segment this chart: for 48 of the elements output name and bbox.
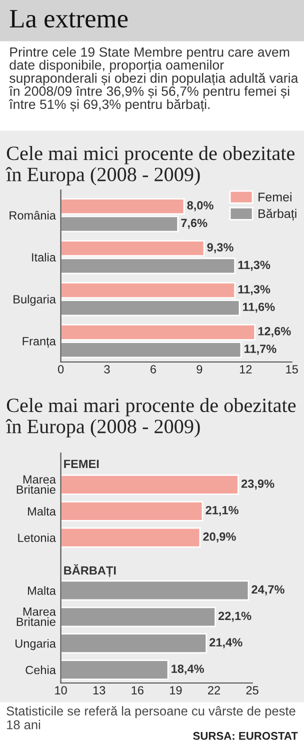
x-tick-label: 3 — [104, 365, 110, 374]
y-tick-label: Malta — [28, 506, 56, 516]
data-label: 20,9% — [203, 532, 236, 542]
data-label: 24,7% — [252, 585, 284, 596]
data-label: 12,6% — [258, 327, 291, 338]
data-label: 11,3% — [238, 285, 270, 296]
data-label: 21,4% — [210, 638, 242, 648]
y-tick-label: Marea Britanie — [16, 475, 56, 494]
x-tick-label: 10 — [55, 686, 67, 694]
data-label: 11,6% — [242, 302, 275, 313]
y-tick-label: Marea Britanie — [16, 608, 56, 626]
data-label: 8,0% — [187, 201, 214, 212]
x-tick-label: 22 — [208, 686, 220, 694]
data-label: 9,3% — [207, 243, 234, 254]
x-tick-label: 6 — [150, 365, 156, 374]
text: SURSA: EUROSTAT — [193, 732, 298, 740]
x-tick-label: 9 — [196, 365, 202, 374]
series-label: FEMEI — [64, 460, 99, 468]
y-tick-label: Letonia — [18, 533, 56, 542]
y-tick-label: Franța — [22, 337, 56, 348]
data-label: 18,4% — [172, 664, 204, 675]
y-tick-label: Cehia — [26, 666, 56, 674]
y-tick-label: Malta — [28, 586, 56, 595]
legend-label: Bărbați — [258, 208, 296, 221]
data-label: 11,3% — [238, 260, 270, 271]
x-tick-label: 0 — [58, 365, 64, 374]
data-label: 22,1% — [218, 612, 252, 622]
chart-title: Cele mai mari procente de obezitate în Europa (2008 - 2009) — [6, 398, 296, 438]
x-tick-label: 12 — [240, 365, 252, 374]
x-tick-label: 16 — [132, 686, 144, 694]
text: Statisticile se referă la persoane cu vârste de peste 18 ani — [6, 706, 296, 730]
y-tick-label: Bulgaria — [14, 294, 56, 306]
y-tick-label: Ungaria — [16, 639, 56, 650]
text: Printre cele 19 State Membre pentru care avem date disponibile, proporția oamenilor supraponderali și obezi din populația adultă varia în 2008/09 între 36,9% și 56,7% pentru femei și între 51% și 69,3% pentru bărbați. — [8, 47, 298, 112]
text: La extreme — [10, 10, 128, 28]
data-label: 11,7% — [244, 344, 276, 355]
x-tick-label: 19 — [170, 686, 182, 694]
y-tick-label: România — [10, 210, 56, 220]
x-tick-label: 13 — [93, 686, 106, 694]
x-tick-label: 15 — [286, 365, 298, 374]
legend-label: Femei — [258, 192, 292, 202]
x-tick-label: 25 — [246, 686, 258, 694]
chart-title: Cele mai mici procente de obezitate în Europa (2008 - 2009) — [6, 146, 294, 186]
series-label: BĂRBAȚI — [64, 564, 116, 578]
y-tick-label: Italia — [32, 252, 56, 262]
data-label: 21,1% — [206, 506, 238, 516]
data-label: 7,6% — [181, 218, 208, 229]
data-label: 23,9% — [241, 480, 274, 490]
